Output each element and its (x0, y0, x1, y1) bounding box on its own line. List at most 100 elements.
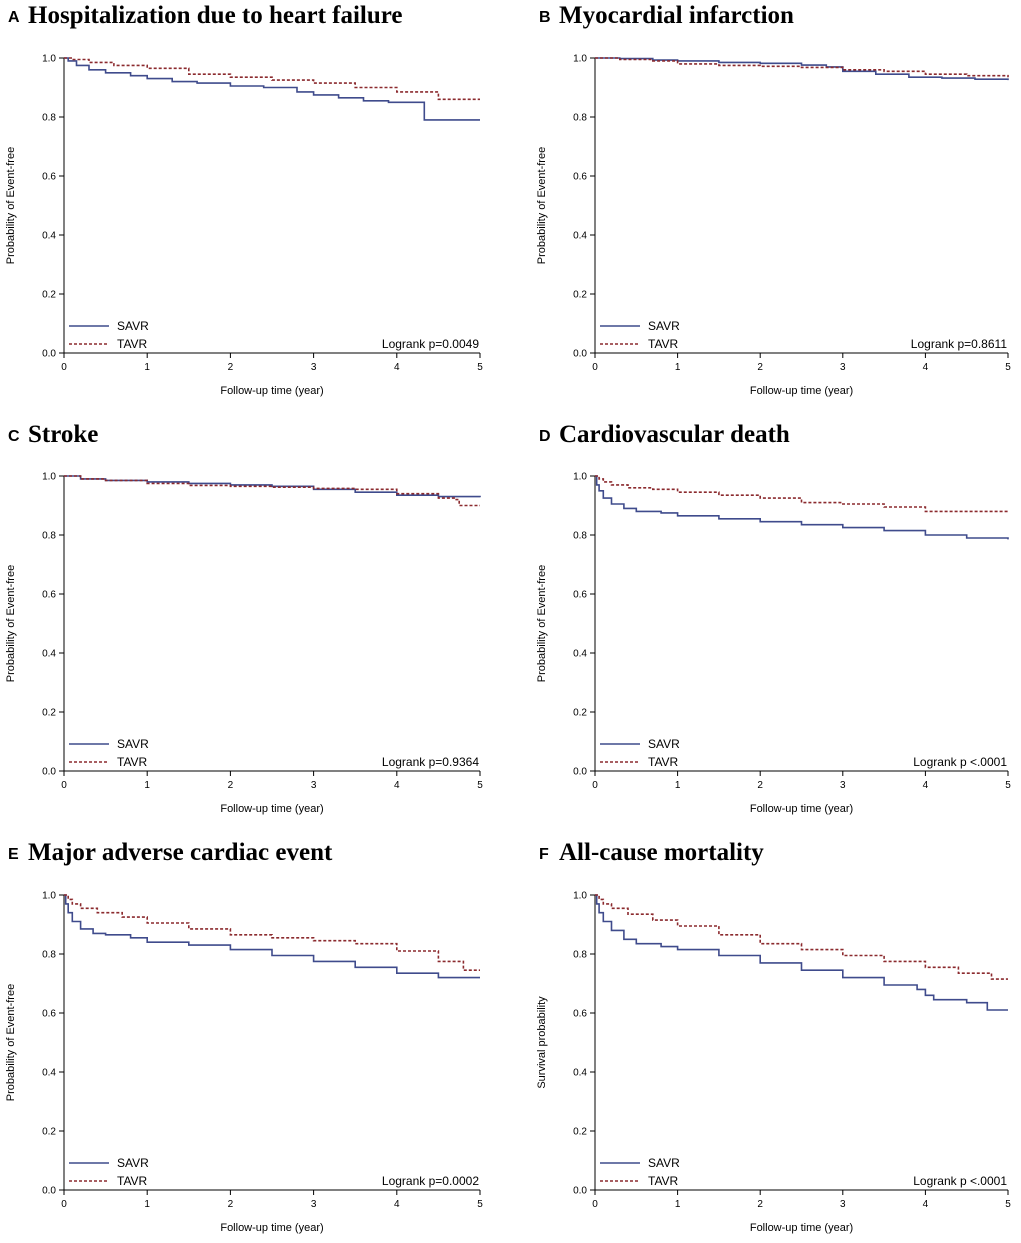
y-tick-label: 0.6 (573, 172, 587, 183)
y-tick-label: 0.4 (42, 231, 56, 242)
x-tick-label: 3 (840, 780, 846, 791)
series-tavr-line (64, 57, 480, 101)
x-tick-label: 3 (311, 1199, 317, 1210)
x-axis-label: Follow-up time (year) (750, 803, 853, 815)
y-tick-label: 0.8 (573, 531, 587, 542)
x-tick-label: 3 (311, 780, 317, 791)
y-tick-label: 1.0 (573, 472, 587, 483)
x-tick-label: 1 (144, 1199, 150, 1210)
x-axis-label: Follow-up time (year) (750, 1222, 853, 1234)
x-tick-label: 5 (1005, 780, 1011, 791)
y-tick-label: 1.0 (573, 891, 587, 902)
y-tick-label: 0.0 (573, 349, 587, 360)
x-axis-label: Follow-up time (year) (220, 803, 323, 815)
y-tick-label: 0.2 (573, 1127, 587, 1138)
y-tick-label: 0.0 (573, 1186, 587, 1197)
logrank-annotation: Logrank p=0.9364 (382, 755, 479, 769)
x-tick-label: 0 (61, 780, 67, 791)
panel-letter: C (8, 428, 20, 445)
y-tick-label: 0.2 (42, 290, 56, 301)
panel-c: C Stroke 0.0 0.2 0.4 0.6 0.8 1.0 0 1 2 3 4 5 Follow-up… (5, 421, 483, 815)
legend-label-savr: SAVR (117, 1156, 149, 1170)
panel-title: All-cause mortality (559, 839, 764, 866)
y-tick-label: 0.2 (42, 1127, 56, 1138)
x-tick-label: 3 (840, 362, 846, 373)
y-tick-label: 0.4 (573, 231, 587, 242)
panel-letter: B (539, 9, 551, 26)
panel-letter: D (539, 428, 551, 445)
y-tick-label: 0.2 (573, 290, 587, 301)
panel-f: F All-cause mortality 0.0 0.2 0.4 0.6 0.8 1.0 0 1… (536, 839, 1011, 1234)
panel-title: Hospitalization due to heart failure (28, 2, 403, 29)
panel-letter: E (8, 846, 19, 863)
panel-title: Cardiovascular death (559, 421, 790, 448)
legend-label-tavr: TAVR (117, 337, 148, 351)
logrank-annotation: Logrank p=0.8611 (911, 337, 1008, 351)
x-tick-label: 4 (394, 1199, 400, 1210)
y-axis-label: Probability of Event-free (5, 147, 17, 264)
legend-label-tavr: TAVR (117, 755, 148, 769)
legend-label-savr: SAVR (648, 737, 680, 751)
legend-label-tavr: TAVR (648, 337, 679, 351)
x-tick-label: 4 (923, 780, 929, 791)
x-tick-label: 2 (757, 362, 763, 373)
panel-a: A Hospitalization due to heart failure 0.0… (5, 2, 483, 397)
x-tick-label: 1 (144, 362, 150, 373)
x-tick-label: 0 (61, 1199, 67, 1210)
y-tick-label: 0.6 (42, 1009, 56, 1020)
x-tick-label: 4 (394, 780, 400, 791)
y-tick-label: 0.8 (573, 113, 587, 124)
legend-label-tavr: TAVR (117, 1174, 148, 1188)
y-tick-label: 1.0 (42, 472, 56, 483)
logrank-annotation: Logrank p <.0001 (913, 1174, 1007, 1188)
y-tick-label: 1.0 (42, 54, 56, 65)
y-tick-label: 0.0 (573, 767, 587, 778)
y-tick-label: 0.6 (42, 172, 56, 183)
panel-letter: A (8, 9, 20, 26)
x-tick-label: 5 (477, 362, 483, 373)
y-axis-label: Probability of Event-free (5, 565, 17, 682)
panel-d: D Cardiovascular death 0.0 0.2 0.4 0.6 0.8 1.0 0… (536, 421, 1011, 815)
series-savr-line (64, 57, 480, 121)
x-tick-label: 3 (311, 362, 317, 373)
y-tick-label: 0.0 (42, 1186, 56, 1197)
x-tick-label: 5 (1005, 1199, 1011, 1210)
x-tick-label: 0 (592, 362, 598, 373)
x-tick-label: 1 (144, 780, 150, 791)
series-savr-line (595, 57, 1009, 81)
x-tick-label: 4 (923, 1199, 929, 1210)
x-tick-label: 2 (228, 780, 234, 791)
y-axis-label: Probability of Event-free (5, 984, 17, 1101)
x-tick-label: 2 (228, 362, 234, 373)
y-tick-label: 1.0 (42, 891, 56, 902)
logrank-annotation: Logrank p <.0001 (913, 755, 1007, 769)
logrank-annotation: Logrank p=0.0049 (382, 337, 479, 351)
panel-b: B Myocardial infarction 0.0 0.2 0.4 0.6 0.8 1.0… (536, 2, 1011, 397)
x-tick-label: 1 (675, 1199, 681, 1210)
series-savr-line (595, 894, 1008, 1011)
y-tick-label: 0.8 (573, 950, 587, 961)
y-tick-label: 0.6 (42, 590, 56, 601)
legend-label-savr: SAVR (117, 737, 149, 751)
y-tick-label: 0.8 (42, 950, 56, 961)
panel-e: E Major adverse cardiac event 0.0 0.2 0.4 0.6… (5, 839, 483, 1234)
x-axis-label: Follow-up time (year) (220, 1222, 323, 1234)
legend-label-savr: SAVR (117, 319, 149, 333)
y-tick-label: 0.0 (42, 349, 56, 360)
y-tick-label: 0.6 (573, 1009, 587, 1020)
y-tick-label: 0.8 (42, 113, 56, 124)
legend-label-savr: SAVR (648, 319, 680, 333)
y-tick-label: 0.4 (573, 1068, 587, 1079)
y-tick-label: 0.2 (573, 708, 587, 719)
y-tick-label: 0.4 (573, 649, 587, 660)
x-tick-label: 0 (592, 1199, 598, 1210)
x-tick-label: 4 (923, 362, 929, 373)
y-tick-label: 1.0 (573, 54, 587, 65)
x-tick-label: 3 (840, 1199, 846, 1210)
x-tick-label: 5 (477, 1199, 483, 1210)
series-tavr-line (595, 57, 1009, 78)
y-tick-label: 0.2 (42, 708, 56, 719)
x-tick-label: 2 (757, 1199, 763, 1210)
x-tick-label: 5 (1005, 362, 1011, 373)
series-savr-line (64, 894, 480, 979)
